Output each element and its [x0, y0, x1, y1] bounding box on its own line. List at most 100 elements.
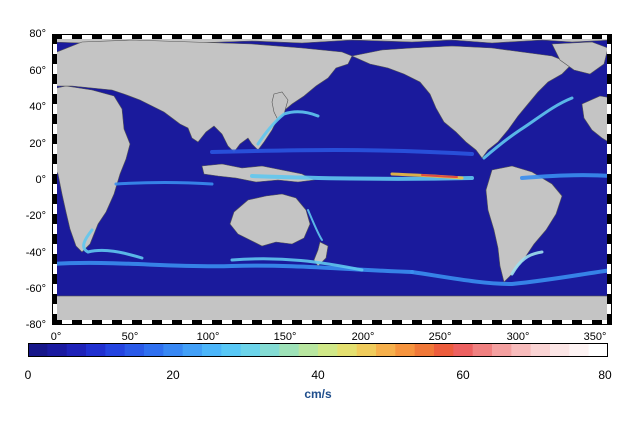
map-border-segment [582, 320, 592, 325]
colorbar-swatch [569, 343, 590, 357]
colorbar-swatch [318, 343, 338, 357]
map-border-segment [52, 124, 57, 134]
map-border-segment [182, 34, 192, 39]
lat-label-80: 80° [29, 28, 46, 40]
map-border-segment [182, 320, 192, 325]
map-border-segment [607, 74, 612, 84]
map-border-segment [322, 34, 332, 39]
map-border-segment [572, 320, 582, 325]
map-border-segment [607, 114, 612, 124]
africa-land [52, 85, 131, 253]
map-border-segment [52, 234, 57, 244]
map-border-segment [342, 320, 352, 325]
map-border-segment [202, 34, 212, 39]
colorbar-swatch [144, 343, 164, 357]
map-border-segment [92, 34, 102, 39]
map-border-segment [62, 34, 72, 39]
map-border-segment [432, 320, 442, 325]
colorbar-swatch [337, 343, 358, 357]
colorbar-swatch [588, 343, 608, 357]
map-border-segment [482, 320, 492, 325]
lon-label-300: 300° [506, 331, 530, 343]
map-border-segment [162, 320, 172, 325]
colorbar-swatch [472, 343, 493, 357]
map-border-segment [272, 34, 282, 39]
map-border-segment [607, 144, 612, 154]
map-border-segment [352, 34, 362, 39]
lat-label-minus-20: -20° [25, 210, 46, 222]
colorbar-swatch [124, 343, 145, 357]
antarctic-circumpolar-2 [230, 257, 364, 272]
map-border-segment [382, 34, 392, 39]
map-border-segment [52, 104, 57, 114]
colorbar-tick-80: 80 [598, 368, 612, 382]
map-border-segment [412, 320, 422, 325]
map-border-segment [52, 194, 57, 204]
lat-label-minus-40: -40° [25, 247, 46, 259]
map-border-segment [607, 274, 612, 284]
map-border-segment [462, 34, 472, 39]
colorbar-swatch [530, 343, 551, 357]
colorbar-swatch [550, 343, 570, 357]
map-border-segment [302, 34, 312, 39]
map-border-segment [222, 34, 232, 39]
map-border-segment [152, 320, 162, 325]
map-border-segment [52, 254, 57, 264]
brazil-malvinas [510, 250, 544, 276]
map-border-segment [562, 320, 572, 325]
map-border-segment [92, 320, 102, 325]
map-border-segment [607, 34, 612, 44]
map-border-segment [52, 44, 57, 54]
colorbar-swatch [298, 343, 319, 357]
map-border-segment [52, 214, 57, 224]
map-border-segment [342, 34, 352, 39]
colorbar-swatch [47, 343, 68, 357]
map-border-segment [112, 34, 122, 39]
map-border-segment [232, 320, 242, 325]
map-border-segment [332, 34, 342, 39]
lon-label-100: 100° [196, 331, 220, 343]
map-border-segment [452, 320, 462, 325]
map-border-segment [607, 304, 612, 314]
map-border-segment [52, 64, 57, 74]
north-america-land [351, 45, 573, 159]
colorbar-swatch [86, 343, 106, 357]
colorbar-swatch [492, 343, 512, 357]
map-border-segment [102, 320, 112, 325]
lon-label-150: 150° [273, 331, 297, 343]
map-border-segment [62, 320, 72, 325]
map-border-segment [52, 304, 57, 314]
map-border-segment [352, 320, 362, 325]
map-border-segment [52, 274, 57, 284]
map-border-segment [212, 320, 222, 325]
colorbar-swatch [511, 343, 532, 357]
equatorial-current-north [210, 148, 474, 156]
map-border-segment [52, 94, 57, 104]
agulhas-current [82, 228, 144, 260]
map-border-segment [142, 320, 152, 325]
map-border-segment [192, 320, 202, 325]
map-border-segment [607, 44, 612, 54]
lat-label-60: 60° [29, 65, 46, 77]
map-border-segment [152, 34, 162, 39]
colorbar-tick-40: 40 [311, 368, 325, 382]
map-border-segment [52, 224, 57, 234]
map-border-segment [52, 184, 57, 194]
map-border-segment [582, 34, 592, 39]
map-border-segment [112, 320, 122, 325]
map-border-segment [52, 54, 57, 64]
map-border-segment [502, 320, 512, 325]
map-border-segment [232, 34, 242, 39]
map-border-segment [607, 244, 612, 254]
map-border-segment [52, 314, 57, 324]
equatorial-current-peak [421, 174, 458, 178]
map-border-segment [607, 64, 612, 74]
map-border-segment [362, 34, 372, 39]
map-border-segment [372, 34, 382, 39]
map-border-segment [82, 34, 92, 39]
map-outline [52, 34, 612, 325]
map-border-segment [392, 320, 402, 325]
map-border-segment [532, 34, 542, 39]
map-border-segment [592, 34, 602, 39]
map-border-segment [572, 34, 582, 39]
